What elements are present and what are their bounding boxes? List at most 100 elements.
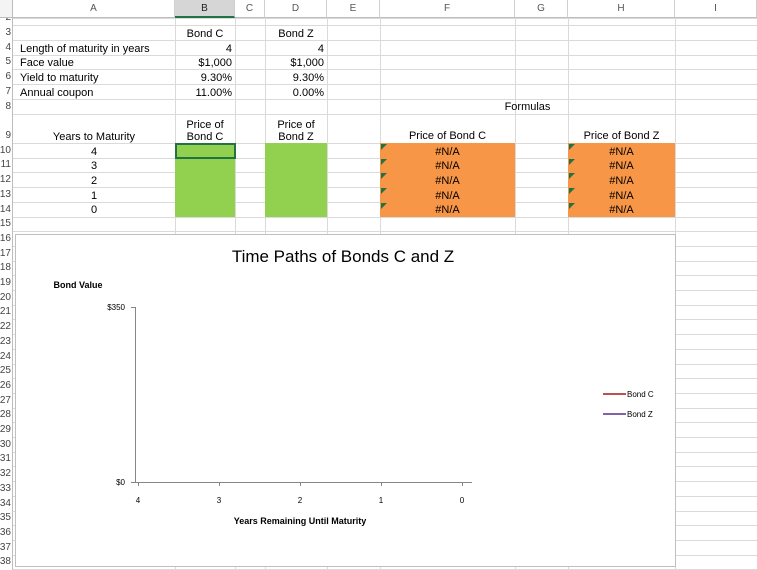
input-label: Length of maturity in years — [20, 43, 150, 55]
schedule-header: Price of Bond C — [380, 114, 515, 144]
row-number: 12 — [0, 174, 11, 186]
input-value: 9.30% — [292, 72, 324, 84]
schedule-header: Price of Bond Z — [568, 114, 675, 144]
column-header: E — [327, 0, 380, 18]
row-line — [13, 451, 757, 453]
row-line — [13, 348, 757, 350]
error-indicator — [381, 158, 387, 165]
row-number: 20 — [0, 291, 11, 303]
row-line — [13, 290, 757, 291]
input-value: 11.00% — [195, 87, 233, 99]
row-number: 19 — [0, 277, 11, 288]
row-number: 27 — [0, 394, 11, 406]
row-line — [13, 99, 757, 100]
row-number: 3 — [5, 27, 11, 38]
row-line — [13, 363, 757, 365]
row-number: 26 — [0, 379, 11, 391]
row-number: 30 — [0, 438, 11, 450]
row-number: 24 — [0, 350, 11, 362]
row-number: 14 — [0, 203, 11, 215]
col-line — [380, 18, 381, 570]
price-cell — [265, 157, 327, 174]
col-line — [675, 18, 676, 570]
row-line — [13, 378, 757, 380]
price-cell — [175, 172, 235, 189]
input-value: 0.00% — [292, 87, 324, 99]
row-line — [13, 304, 757, 306]
row-number: 22 — [0, 321, 11, 333]
price-cell — [175, 201, 235, 218]
error-indicator — [381, 173, 387, 180]
row-number: 34 — [0, 497, 11, 509]
row-line — [13, 481, 757, 483]
input-label: Face value — [20, 57, 74, 69]
row-line — [13, 55, 757, 56]
formula-cell: #N/A — [380, 201, 515, 218]
row-number: 36 — [0, 526, 11, 538]
row-line — [13, 466, 757, 468]
row-number: 2 — [0, 18, 11, 25]
row-number: 29 — [0, 424, 11, 435]
row-number: 38 — [0, 556, 11, 568]
row-line — [13, 392, 757, 394]
row-line — [13, 25, 757, 26]
row-line — [13, 231, 757, 233]
input-value: 4 — [225, 43, 232, 55]
row-number: 32 — [0, 468, 11, 480]
formula-cell: #N/A — [380, 172, 515, 189]
column-header: I — [675, 0, 757, 18]
row-line — [13, 510, 757, 512]
row-number: 6 — [5, 71, 11, 82]
row-number: 21 — [0, 306, 11, 318]
row-line — [13, 437, 757, 438]
row-number: 18 — [0, 262, 11, 274]
row-line — [13, 114, 757, 115]
row-line — [13, 260, 757, 262]
row-line — [13, 422, 757, 424]
input-label: Yield to maturity — [20, 72, 99, 84]
schedule-header: Price of Bond Z — [277, 119, 315, 143]
input-header: Bond Z — [278, 28, 314, 40]
error-indicator — [569, 188, 575, 195]
row-line — [13, 554, 757, 556]
row-number: 10 — [0, 144, 11, 156]
input-value: $1,000 — [198, 57, 232, 69]
row-line — [13, 495, 757, 497]
formula-cell: #N/A — [568, 187, 675, 203]
error-indicator — [569, 202, 575, 209]
formula-cell: #N/A — [380, 187, 515, 203]
row-line — [13, 525, 757, 527]
row-number: 33 — [0, 482, 11, 494]
row-number: 17 — [0, 247, 11, 259]
col-line — [265, 18, 266, 570]
schedule-header: Years to Maturity — [52, 131, 136, 143]
price-cell — [175, 143, 235, 159]
price-cell — [175, 187, 235, 203]
row-number: 9 — [5, 130, 11, 141]
row-number: 23 — [0, 335, 11, 347]
column-header: A — [13, 0, 175, 18]
row-line — [13, 407, 757, 409]
price-cell — [175, 157, 235, 174]
formula-cell: #N/A — [380, 157, 515, 174]
row-line — [13, 40, 757, 41]
column-header: D — [265, 0, 327, 18]
row-number: 28 — [0, 409, 11, 421]
error-indicator — [381, 202, 387, 209]
price-cell — [265, 187, 327, 203]
input-value: 4 — [317, 43, 324, 55]
input-label: Annual coupon — [20, 87, 94, 99]
year-cell: 4 — [90, 145, 98, 158]
formula-cell: #N/A — [568, 157, 675, 174]
input-value: $1,000 — [290, 57, 324, 69]
selected-cell — [175, 143, 236, 159]
schedule-header: Price of Bond C — [186, 119, 224, 143]
column-header: G — [515, 0, 568, 18]
row-line — [13, 539, 757, 541]
row-number: 7 — [5, 86, 11, 97]
row-line — [13, 18, 757, 19]
price-cell — [265, 201, 327, 218]
row-line — [13, 245, 757, 247]
